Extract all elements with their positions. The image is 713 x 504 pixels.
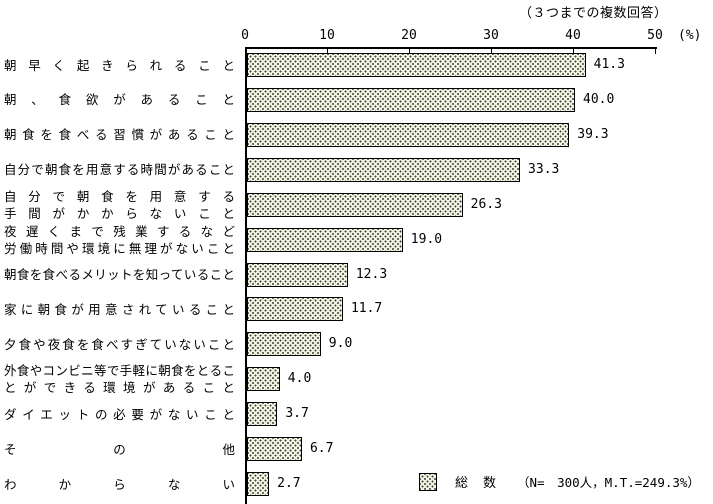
- bar: [247, 332, 321, 357]
- category-label-line: 朝食を食べる習慣があること: [4, 127, 235, 143]
- bar: [247, 53, 586, 77]
- bar: [247, 297, 343, 322]
- x-tick-mark: [409, 49, 410, 54]
- category-label-line: 自分で朝食を用意する: [4, 188, 235, 204]
- x-tick-label: 0: [241, 28, 249, 43]
- value-label: 33.3: [528, 161, 560, 177]
- y-axis-line: [245, 47, 247, 504]
- category-label-line: 労働時間や環境に無理がないこと: [4, 240, 235, 256]
- category-label-line: その他: [4, 441, 235, 457]
- bar: [247, 192, 463, 217]
- category-label: その他: [4, 431, 235, 467]
- x-tick-mark: [491, 49, 492, 54]
- chart-note: （３つまでの複数回答）: [519, 6, 668, 21]
- x-tick-label: 20: [401, 28, 417, 43]
- bar: [247, 157, 521, 182]
- category-label: 自分で朝食を用意する 手間がかからないこと: [4, 187, 235, 223]
- category-label-line: 家に朝食が用意されていること: [4, 301, 235, 317]
- value-label: 2.7: [277, 476, 301, 492]
- x-tick-label: 10: [319, 28, 335, 43]
- bar: [247, 472, 270, 497]
- axis-unit-label: (%): [678, 28, 702, 43]
- bar: [247, 262, 348, 287]
- category-label-line: ダイエットの必要がないこと: [4, 406, 235, 422]
- category-label: 朝早く起きられること: [4, 47, 235, 83]
- legend-swatch: [419, 472, 437, 491]
- x-tick-label: 30: [483, 28, 499, 43]
- value-label: 12.3: [355, 266, 388, 282]
- bar: [247, 122, 570, 147]
- value-label: 4.0: [287, 371, 312, 387]
- value-label: 40.0: [583, 91, 615, 107]
- value-label: 3.7: [285, 406, 309, 422]
- category-label-line: 外食やコンビニ等で手軽に朝食をとるこ: [4, 363, 235, 379]
- x-tick-mark: [327, 49, 328, 54]
- category-label-line: 夜遅くまで残業するなど: [4, 223, 235, 239]
- bar: [247, 227, 403, 252]
- value-label: 19.0: [410, 231, 443, 247]
- category-label: ダイエットの必要がないこと: [4, 396, 235, 432]
- category-label: 家に朝食が用意されていること: [4, 291, 235, 327]
- bar: [247, 87, 575, 112]
- category-label-line: とができる環境があること: [4, 380, 235, 396]
- category-label: 外食やコンビニ等で手軽に朝食をとるこ とができる環境があること: [4, 361, 235, 397]
- category-label: 朝食を食べるメリットを知っていること: [4, 257, 235, 293]
- value-label: 11.7: [350, 301, 383, 317]
- category-label: 夕食や夜食を食べすぎていないこと: [4, 326, 235, 362]
- x-tick-label: 40: [565, 28, 581, 43]
- category-label-line: 夕食や夜食を食べすぎていないこと: [4, 336, 235, 352]
- category-label-line: 朝食を食べるメリットを知っていること: [4, 267, 235, 283]
- bar: [247, 437, 302, 462]
- category-label: わからない: [4, 466, 235, 502]
- category-label-line: 朝、食欲があること: [4, 92, 235, 108]
- x-tick-mark: [655, 49, 656, 54]
- value-label: 9.0: [328, 336, 353, 352]
- bar: [247, 402, 278, 427]
- value-label: 41.3: [593, 57, 625, 72]
- category-label: 夜遅くまで残業するなど 労働時間や環境に無理がないこと: [4, 222, 235, 258]
- legend-detail: （N= 300人，M.T.=249.3%）: [517, 475, 700, 490]
- value-label: 6.7: [309, 441, 334, 457]
- x-axis-line: [245, 47, 657, 49]
- category-label-line: 朝早く起きられること: [4, 57, 235, 73]
- value-label: 26.3: [470, 196, 502, 212]
- x-tick-label: 50: [647, 28, 663, 43]
- value-label: 39.3: [577, 126, 609, 142]
- legend-label: 総 数: [455, 476, 498, 491]
- category-label-line: 手間がかからないこと: [4, 205, 235, 221]
- x-tick-mark: [573, 49, 574, 54]
- category-label: 朝、食欲があること: [4, 82, 235, 118]
- category-label: 自分で朝食を用意する時間があること: [4, 152, 235, 188]
- category-label-line: 自分で朝食を用意する時間があること: [4, 162, 235, 178]
- category-label-line: わからない: [4, 476, 235, 492]
- category-label: 朝食を食べる習慣があること: [4, 117, 235, 153]
- bar: [247, 367, 280, 392]
- legend: 総 数 （N= 300人，M.T.=249.3%）: [419, 472, 700, 491]
